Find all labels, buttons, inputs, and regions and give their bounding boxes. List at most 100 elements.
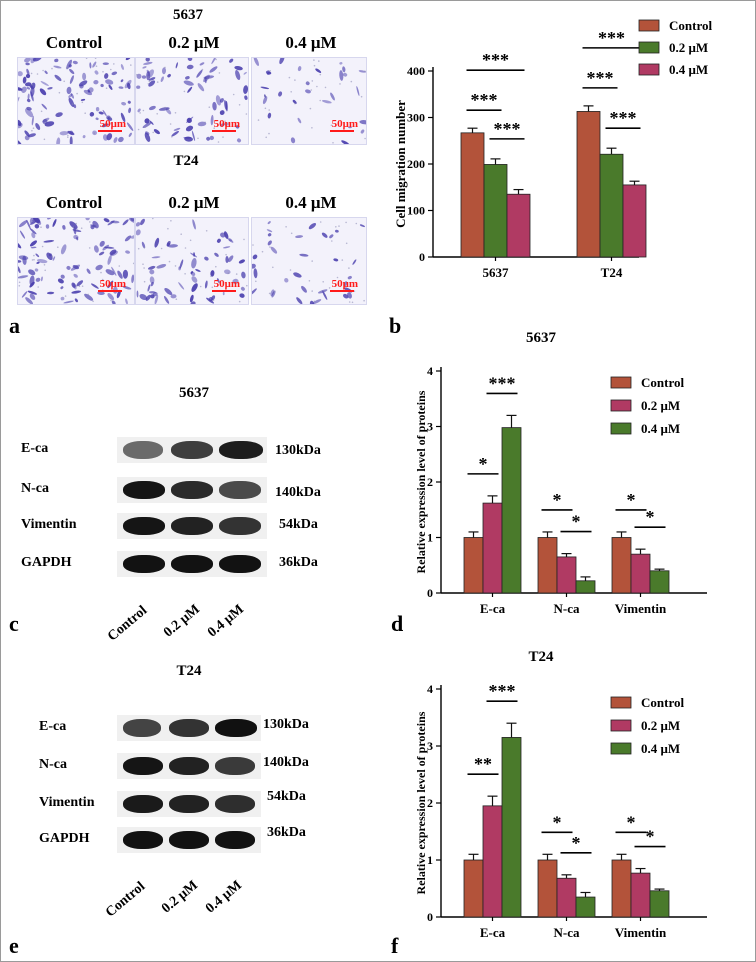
cell-mark <box>18 122 23 129</box>
cell-mark <box>209 66 218 73</box>
pore-dot <box>269 70 271 72</box>
pore-dot <box>225 253 227 256</box>
blot-e-row-label: E-ca <box>39 719 67 734</box>
cell-mark <box>25 297 34 304</box>
pore-dot <box>160 247 163 250</box>
pore-dot <box>183 90 186 93</box>
cell-mark <box>335 229 339 233</box>
micrograph-t24-control: 50μm <box>17 217 135 305</box>
cell-mark <box>127 82 131 90</box>
panel-label-d: d <box>391 611 404 636</box>
cell-mark <box>85 218 90 221</box>
kda-label: 54kDa <box>279 517 318 532</box>
cell-mark <box>158 107 170 111</box>
significance-stars: *** <box>610 108 637 128</box>
cell-mark <box>102 62 109 65</box>
scale-bar <box>330 130 354 132</box>
scale-bar <box>98 130 122 132</box>
lane-label: 0.4 μM <box>205 601 247 641</box>
pore-dot <box>71 103 74 105</box>
pore-dot <box>348 267 350 269</box>
pore-dot <box>113 63 115 65</box>
pore-dot <box>255 280 257 283</box>
cell-mark <box>26 106 32 111</box>
cell-mark <box>260 86 270 90</box>
bar <box>630 872 651 918</box>
pore-dot <box>110 122 112 125</box>
cell-mark <box>191 130 196 142</box>
cell-mark <box>136 290 139 298</box>
pore-dot <box>313 59 315 61</box>
cell-mark <box>253 58 259 66</box>
cell-mark <box>321 232 328 238</box>
bar <box>611 537 632 594</box>
pore-dot <box>257 119 260 121</box>
cell-mark <box>240 286 245 291</box>
col-label-control: Control <box>45 33 103 52</box>
pore-dot <box>67 136 69 138</box>
cell-mark <box>178 282 185 290</box>
cell-mark <box>40 80 49 87</box>
cell-mark <box>30 86 35 97</box>
cell-mark <box>149 269 155 275</box>
cell-mark <box>356 85 360 97</box>
cell-mark <box>262 96 268 105</box>
y-axis-label: Cell migration number <box>393 100 408 228</box>
y-tick-label: 200 <box>407 157 425 171</box>
pore-dot <box>63 80 65 83</box>
cell-mark <box>216 238 221 243</box>
cell-mark <box>190 301 196 304</box>
cell-mark <box>234 65 243 71</box>
cell-mark <box>56 137 61 144</box>
kda-label: 130kDa <box>275 443 321 458</box>
cell-mark <box>94 70 99 75</box>
cell-mark <box>18 119 22 127</box>
legend-swatch <box>610 742 632 755</box>
pore-dot <box>168 260 171 263</box>
cell-mark <box>32 218 41 224</box>
pore-dot <box>265 136 267 139</box>
band <box>171 481 213 499</box>
cell-mark <box>146 71 151 81</box>
cell-mark <box>209 135 215 141</box>
cell-mark <box>142 66 147 69</box>
cell-mark <box>47 87 53 90</box>
pore-dot <box>336 276 339 279</box>
y-tick-label: 1 <box>427 853 433 867</box>
y-tick-label: 3 <box>427 739 433 753</box>
cell-mark <box>72 265 80 270</box>
cell-mark <box>333 258 339 262</box>
panel-label-c: c <box>9 611 19 636</box>
cell-mark <box>52 219 57 227</box>
pore-dot <box>30 72 33 75</box>
bar <box>537 859 558 918</box>
bar <box>463 859 484 918</box>
cell-mark <box>175 62 178 69</box>
y-tick-label: 400 <box>407 64 425 78</box>
cell-mark <box>223 231 229 239</box>
pore-dot <box>43 138 46 141</box>
cell-mark <box>131 274 134 284</box>
cell-mark <box>308 222 317 230</box>
pore-dot <box>33 258 35 261</box>
micrograph-5637-04: 50μm <box>251 57 367 145</box>
pore-dot <box>143 280 146 283</box>
cell-mark <box>124 79 132 89</box>
legend-swatch <box>610 719 632 732</box>
pore-dot <box>311 127 313 129</box>
pore-dot <box>252 244 254 246</box>
band <box>219 517 261 535</box>
cell-mark <box>21 291 28 298</box>
cell-mark <box>145 294 151 301</box>
lane-label: 0.2 μM <box>161 601 203 641</box>
chart-d-5637-expression: 5637 0 1 2 3 4 Relative expression level of pr… <box>414 330 707 616</box>
pore-dot <box>264 107 267 110</box>
cell-mark <box>57 278 64 284</box>
blot-c-ecad-strip <box>117 437 267 463</box>
kda-label: 130kDa <box>263 717 309 732</box>
cell-mark <box>284 278 289 283</box>
cell-mark <box>28 269 36 276</box>
pore-dot <box>290 91 292 93</box>
pore-dot <box>208 106 211 108</box>
pore-dot <box>294 102 296 105</box>
